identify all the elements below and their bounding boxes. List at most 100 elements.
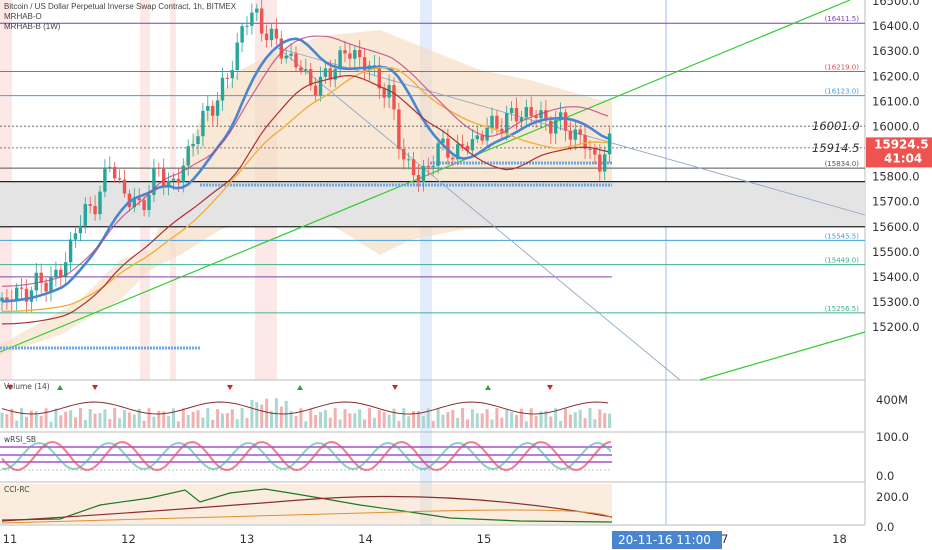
- panel-axis-tick: 0.0: [876, 520, 894, 534]
- volume-bar: [132, 414, 136, 428]
- volume-bar: [343, 409, 347, 428]
- volume-signal-arrow: [92, 385, 98, 390]
- candle-down: [122, 179, 127, 194]
- volume-bar: [0, 412, 4, 428]
- volume-bar: [304, 421, 308, 428]
- volume-bar: [475, 413, 479, 428]
- level-label: (16411.5): [825, 15, 860, 23]
- countdown-label: 41:04: [884, 151, 922, 165]
- volume-bar: [123, 409, 126, 428]
- volume-bar: [137, 408, 141, 428]
- volume-signal-arrow: [7, 385, 13, 390]
- candle-up: [372, 65, 377, 67]
- candle-up: [573, 129, 577, 140]
- candle-down: [402, 148, 406, 160]
- panel-axis-tick: 200.0: [876, 490, 909, 504]
- candle-down: [392, 85, 396, 110]
- symbol-title: Bitcoin / US Dollar Perpetual Inverse Sw…: [4, 2, 237, 11]
- volume-bar: [225, 413, 229, 428]
- candle-up: [166, 180, 171, 187]
- candle-up: [456, 144, 460, 160]
- time-axis-tick: 11: [3, 532, 18, 546]
- time-axis-tick: 14: [358, 532, 373, 546]
- candle-down: [260, 8, 264, 34]
- volume-bar: [392, 408, 396, 428]
- candle-up: [181, 165, 185, 183]
- volume-bar: [44, 408, 48, 428]
- volume-bar: [15, 420, 19, 428]
- level-label: (16219.0): [825, 64, 860, 72]
- candle-down: [142, 200, 146, 211]
- volume-bar: [348, 413, 352, 428]
- volume-bar: [490, 419, 494, 428]
- volume-bar: [78, 408, 82, 428]
- volume-bar: [456, 417, 460, 428]
- candle-up: [245, 25, 249, 27]
- candle-down: [157, 167, 161, 169]
- candle-up: [284, 55, 288, 59]
- candle-up: [407, 159, 411, 161]
- candle-down: [328, 68, 332, 80]
- volume-bar: [328, 417, 332, 428]
- volume-bar: [147, 408, 151, 428]
- candle-up: [519, 117, 524, 122]
- candle-up: [98, 191, 102, 215]
- candle-down: [162, 168, 166, 187]
- panel-axis-tick: 100.0: [876, 430, 909, 444]
- candle-down: [598, 154, 602, 172]
- candle-down: [225, 77, 230, 79]
- indicator-mrhab-b[interactable]: MRHAB-B (1W): [4, 22, 61, 31]
- volume-signal-arrow: [227, 385, 233, 390]
- candle-down: [44, 282, 48, 292]
- candle-down: [549, 120, 553, 134]
- volume-signal-arrow: [547, 385, 553, 390]
- volume-bar: [10, 408, 14, 428]
- level-label: (15256.5): [825, 305, 860, 313]
- candle-up: [78, 225, 83, 234]
- candle-up: [73, 233, 78, 240]
- candle-up: [338, 50, 342, 70]
- volume-bar: [539, 411, 543, 428]
- volume-bar: [588, 408, 592, 428]
- volume-bar: [382, 412, 386, 428]
- volume-bar: [485, 409, 489, 428]
- volume-bar: [181, 408, 185, 428]
- candle-up: [152, 167, 156, 195]
- candle-up: [250, 12, 254, 26]
- volume-bar: [372, 417, 376, 428]
- candle-up: [421, 165, 426, 183]
- volume-bar: [363, 419, 367, 428]
- time-axis-tick: 13: [240, 532, 255, 546]
- volume-bar: [529, 408, 533, 428]
- price-axis-tick: 16300.0: [872, 44, 920, 58]
- level-label: (15834.0): [825, 160, 860, 168]
- level-label: (16123.0): [825, 88, 860, 96]
- volume-bar: [387, 414, 391, 428]
- volume-bar: [515, 414, 518, 428]
- wrsi-green-wave: [1, 441, 612, 471]
- candle-up: [554, 120, 558, 134]
- volume-bar: [500, 417, 504, 428]
- level-label: (15545.5): [825, 232, 860, 240]
- volume-bar: [157, 410, 161, 428]
- candle-up: [64, 262, 68, 277]
- candle-down: [416, 175, 421, 183]
- volume-bar: [152, 416, 156, 428]
- volume-bar: [186, 415, 190, 428]
- volume-bar: [407, 416, 411, 428]
- volume-bar: [412, 410, 416, 428]
- candle-down: [279, 38, 283, 59]
- candle-up: [318, 76, 323, 96]
- cci-fill: [0, 484, 612, 524]
- volume-bar: [127, 412, 131, 428]
- italic-price-label: 15914.5: [812, 141, 860, 155]
- ema-blue-line: [1, 37, 609, 303]
- candle-up: [333, 69, 337, 80]
- panel-axis-tick: 0.0: [876, 469, 894, 483]
- volume-bar: [426, 408, 430, 428]
- volume-bar: [314, 414, 318, 428]
- indicator-mrhab-o[interactable]: MRHAB-O: [4, 12, 42, 21]
- volume-bar: [417, 410, 420, 428]
